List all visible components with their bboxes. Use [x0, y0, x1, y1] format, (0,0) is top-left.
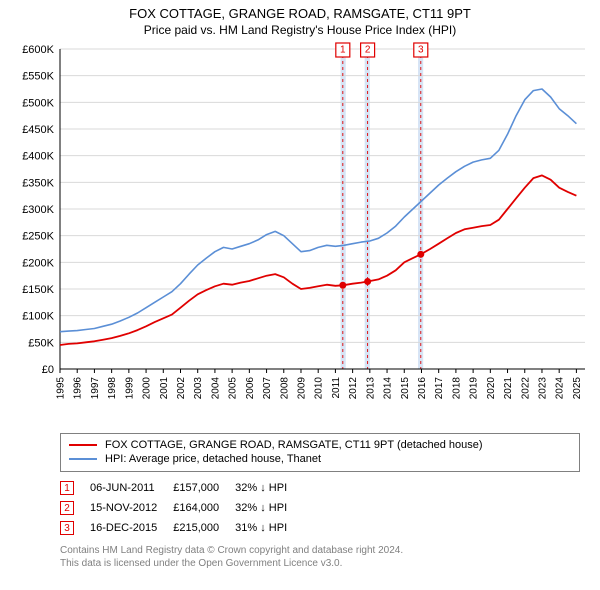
sale-row: 3 16-DEC-2015£215,00031% ↓ HPI [60, 518, 303, 538]
legend-swatch-property [69, 444, 97, 446]
svg-text:£450K: £450K [22, 124, 54, 136]
svg-text:2004: 2004 [210, 377, 221, 400]
sales-table: 1 06-JUN-2011£157,00032% ↓ HPI 2 15-NOV-201… [60, 478, 303, 538]
svg-text:2002: 2002 [176, 377, 187, 400]
sale-marker-icon: 1 [60, 481, 74, 495]
footer-line2: This data is licensed under the Open Gov… [60, 557, 580, 570]
svg-text:3: 3 [418, 45, 424, 56]
svg-text:£350K: £350K [22, 177, 54, 189]
svg-text:2024: 2024 [555, 377, 566, 400]
svg-text:2003: 2003 [193, 377, 204, 400]
svg-text:2017: 2017 [434, 377, 445, 400]
legend-row-property: FOX COTTAGE, GRANGE ROAD, RAMSGATE, CT11… [69, 438, 571, 452]
svg-text:1998: 1998 [107, 377, 118, 400]
svg-text:2001: 2001 [159, 377, 170, 400]
svg-text:£250K: £250K [22, 231, 54, 243]
legend-row-hpi: HPI: Average price, detached house, Than… [69, 452, 571, 466]
chart-title-block: FOX COTTAGE, GRANGE ROAD, RAMSGATE, CT11… [0, 0, 600, 39]
sale-marker-icon: 3 [60, 521, 74, 535]
svg-text:2007: 2007 [262, 377, 273, 400]
footer-attribution: Contains HM Land Registry data © Crown c… [60, 544, 580, 570]
svg-text:2015: 2015 [400, 377, 411, 400]
sale-date: 16-DEC-2015 [90, 518, 173, 538]
svg-text:2008: 2008 [279, 377, 290, 400]
footer-line1: Contains HM Land Registry data © Crown c… [60, 544, 580, 557]
svg-text:£550K: £550K [22, 71, 54, 83]
svg-text:2009: 2009 [296, 377, 307, 400]
svg-text:2011: 2011 [331, 377, 342, 399]
svg-text:£100K: £100K [22, 311, 54, 323]
svg-text:2012: 2012 [348, 377, 359, 400]
svg-text:£600K: £600K [22, 44, 54, 56]
chart-container: £0 £50K £100K £150K £200K £250K £300K £350K £400… [0, 39, 600, 429]
legend: FOX COTTAGE, GRANGE ROAD, RAMSGATE, CT11… [60, 433, 580, 472]
svg-text:2020: 2020 [486, 377, 497, 400]
sale-date: 06-JUN-2011 [90, 478, 173, 498]
svg-text:2014: 2014 [383, 377, 394, 400]
svg-text:2023: 2023 [537, 377, 548, 400]
svg-text:1996: 1996 [73, 377, 84, 400]
svg-text:£200K: £200K [22, 257, 54, 269]
svg-text:2: 2 [365, 45, 371, 56]
svg-text:2000: 2000 [142, 377, 153, 400]
sales-tbody: 1 06-JUN-2011£157,00032% ↓ HPI 2 15-NOV-201… [60, 478, 303, 538]
svg-text:£50K: £50K [28, 337, 54, 349]
svg-text:1995: 1995 [56, 377, 67, 400]
sale-row: 2 15-NOV-2012£164,00032% ↓ HPI [60, 498, 303, 518]
legend-label-hpi: HPI: Average price, detached house, Than… [105, 453, 321, 465]
svg-text:1999: 1999 [124, 377, 135, 400]
svg-text:£0: £0 [42, 364, 54, 376]
sale-date: 15-NOV-2012 [90, 498, 173, 518]
svg-text:£300K: £300K [22, 204, 54, 216]
svg-text:2019: 2019 [469, 377, 480, 400]
svg-text:2018: 2018 [451, 377, 462, 400]
title-subtitle: Price paid vs. HM Land Registry's House … [10, 23, 590, 37]
sale-price: £157,000 [173, 478, 235, 498]
title-address: FOX COTTAGE, GRANGE ROAD, RAMSGATE, CT11… [10, 6, 590, 21]
sale-marker-icon: 2 [60, 501, 74, 515]
sale-delta: 32% ↓ HPI [235, 498, 303, 518]
svg-text:1: 1 [340, 45, 346, 56]
svg-text:£400K: £400K [22, 151, 54, 163]
sale-row: 1 06-JUN-2011£157,00032% ↓ HPI [60, 478, 303, 498]
svg-text:2010: 2010 [314, 377, 325, 400]
sale-price: £164,000 [173, 498, 235, 518]
price-chart: £0 £50K £100K £150K £200K £250K £300K £350K £400… [0, 39, 600, 429]
svg-text:2005: 2005 [228, 377, 239, 400]
svg-text:2013: 2013 [365, 377, 376, 400]
svg-text:£150K: £150K [22, 284, 54, 296]
svg-text:2021: 2021 [503, 377, 514, 400]
sale-delta: 32% ↓ HPI [235, 478, 303, 498]
svg-text:1997: 1997 [90, 377, 101, 400]
svg-text:2025: 2025 [572, 377, 583, 400]
svg-text:2022: 2022 [520, 377, 531, 400]
svg-text:2016: 2016 [417, 377, 428, 400]
legend-swatch-hpi [69, 458, 97, 460]
svg-text:£500K: £500K [22, 97, 54, 109]
sale-price: £215,000 [173, 518, 235, 538]
svg-text:2006: 2006 [245, 377, 256, 400]
legend-label-property: FOX COTTAGE, GRANGE ROAD, RAMSGATE, CT11… [105, 439, 483, 451]
sale-delta: 31% ↓ HPI [235, 518, 303, 538]
